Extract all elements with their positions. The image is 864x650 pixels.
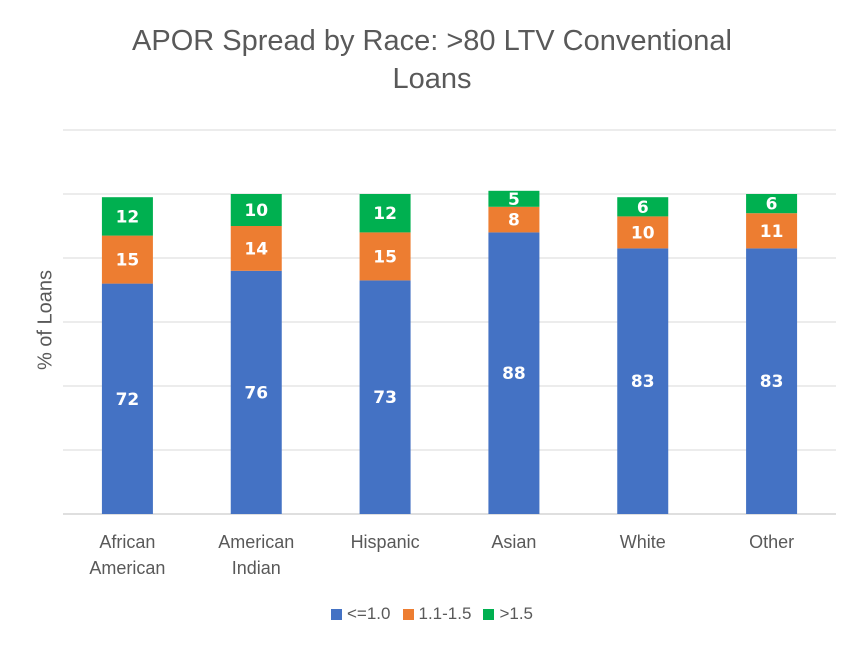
legend-swatch	[331, 608, 342, 620]
x-tick-label: White	[620, 532, 666, 552]
x-tick-label: Asian	[491, 532, 536, 552]
chart-title-line-2: Loans	[392, 63, 472, 95]
data-label: 5	[508, 190, 520, 210]
data-label: 83	[631, 372, 655, 392]
bar-segment	[359, 194, 411, 233]
bar-segment	[617, 248, 669, 514]
data-label: 88	[502, 364, 526, 384]
x-tick-label: Other	[749, 532, 794, 552]
chart-title-line-1: APOR Spread by Race: >80 LTV Conventiona…	[132, 25, 732, 57]
legend-label: >1.5	[499, 604, 533, 623]
bar-segment	[746, 248, 798, 514]
legend-item: <=1.0	[331, 604, 391, 624]
bar-segment	[746, 213, 798, 249]
data-label: 15	[116, 251, 140, 271]
bar-segment	[617, 197, 669, 217]
legend: <=1.0 1.1-1.5 >1.5	[0, 604, 864, 625]
legend-swatch	[402, 608, 414, 620]
x-tick-label: American	[89, 558, 165, 578]
data-label: 12	[373, 204, 397, 224]
x-tick-label: African	[99, 532, 155, 552]
bar-segment	[359, 232, 411, 281]
legend-item: 1.1-1.5	[402, 604, 472, 624]
data-label: 73	[373, 388, 397, 408]
bar-segment	[230, 226, 282, 271]
data-label: 12	[116, 207, 140, 227]
bar-segment	[359, 280, 411, 514]
bar-segment	[230, 270, 282, 514]
bar-segment	[488, 190, 540, 207]
x-tick-label: Hispanic	[351, 532, 420, 552]
data-label: 8	[508, 211, 520, 231]
legend-item: >1.5	[483, 604, 533, 624]
x-tick-label: Indian	[232, 558, 281, 578]
data-label: 72	[116, 390, 140, 410]
bar-segment	[746, 194, 798, 214]
plot-area: 72 15 12 African American 76 14 10 American India…	[63, 129, 836, 578]
data-label: 76	[244, 383, 268, 403]
data-label: 11	[760, 222, 784, 242]
data-label: 83	[760, 372, 784, 392]
bar-segment	[488, 232, 540, 514]
data-label: 10	[631, 223, 655, 243]
bar-segment	[101, 283, 153, 514]
bar-segment	[101, 197, 153, 236]
bar-segment	[101, 235, 153, 284]
legend-label: 1.1-1.5	[418, 604, 472, 623]
bar-segment	[617, 216, 669, 249]
data-label: 6	[637, 198, 649, 218]
legend-label: <=1.0	[347, 604, 391, 623]
data-label: 10	[244, 201, 268, 221]
x-tick-label: American	[218, 532, 294, 552]
bar-segment	[488, 206, 540, 233]
legend-swatch	[483, 608, 495, 620]
bar-segment	[230, 194, 282, 226]
data-label: 14	[244, 239, 268, 259]
data-label: 6	[766, 195, 778, 215]
chart-title: APOR Spread by Race: >80 LTV Conventiona…	[0, 22, 864, 98]
data-label: 15	[373, 247, 397, 267]
